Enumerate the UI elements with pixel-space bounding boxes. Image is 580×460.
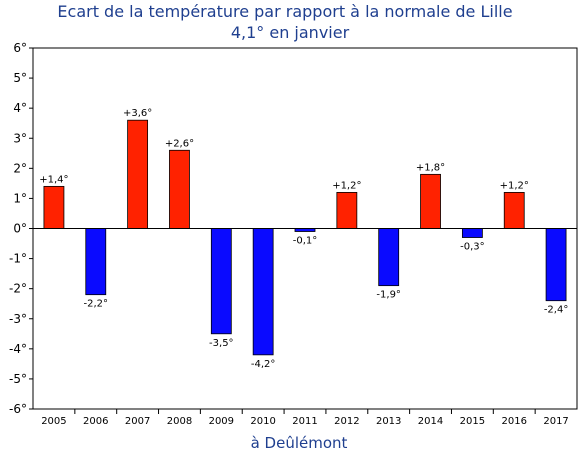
y-tick-label: -6° <box>9 402 27 416</box>
y-tick-label: 1° <box>13 191 27 205</box>
data-label: +3,6° <box>123 108 152 119</box>
bar-2013 <box>378 228 400 287</box>
x-tick-label: 2016 <box>502 416 527 427</box>
y-tick-label: 5° <box>13 71 27 85</box>
y-tick-label: 2° <box>13 161 27 175</box>
data-label: -3,5° <box>209 338 234 349</box>
x-tick-label: 2017 <box>543 416 568 427</box>
x-tick-label: 2005 <box>41 416 66 427</box>
data-label: +1,8° <box>416 162 445 173</box>
bar-2007 <box>127 119 149 229</box>
y-tick-label: 6° <box>13 41 27 55</box>
x-tick-label: 2010 <box>250 416 275 427</box>
data-label: -4,2° <box>251 359 276 370</box>
x-tick-label: 2014 <box>418 416 443 427</box>
x-axis-title: à Deûlémont <box>251 434 348 452</box>
data-label: +1,4° <box>39 174 68 185</box>
y-tick-label: -1° <box>9 252 27 266</box>
chart-subtitle: 4,1° en janvier <box>231 23 350 42</box>
x-tick-label: 2012 <box>334 416 359 427</box>
data-label: -1,9° <box>376 290 401 301</box>
data-label: +1,2° <box>500 180 529 191</box>
bar-2006 <box>85 228 107 296</box>
bar-2005 <box>43 185 65 229</box>
bar-2014 <box>420 173 441 229</box>
data-label: +2,6° <box>165 138 194 149</box>
x-tick-label: 2015 <box>460 416 485 427</box>
data-label: -2,4° <box>544 305 569 316</box>
data-label: -0,1° <box>293 236 318 247</box>
x-tick-label: 2006 <box>83 416 108 427</box>
data-label: +1,2° <box>332 180 361 191</box>
bar-2017 <box>545 228 567 302</box>
plot-area: 6° 5° 4° 3° 2° 1° 0° -1° -2° -3° -4° -5° -6° 2005 +1,4… <box>9 41 578 427</box>
data-label: -0,3° <box>460 242 485 253</box>
y-tick-label: 4° <box>13 101 27 115</box>
y-tick-label: 0° <box>13 222 27 236</box>
y-tick-label: -2° <box>9 282 27 296</box>
bar-2008 <box>169 149 190 229</box>
y-tick-label: 3° <box>13 131 27 145</box>
y-tick-label: -4° <box>9 342 27 356</box>
bar-2016 <box>503 191 525 229</box>
y-tick-label: -5° <box>9 372 27 386</box>
x-tick-label: 2011 <box>292 416 317 427</box>
x-tick-label: 2008 <box>167 416 192 427</box>
bar-2010 <box>252 228 274 356</box>
x-tick-label: 2009 <box>209 416 234 427</box>
chart-title: Ecart de la température par rapport à la… <box>57 2 512 21</box>
bar-2009 <box>210 228 232 335</box>
x-tick-label: 2007 <box>125 416 150 427</box>
y-tick-label: -3° <box>9 312 27 326</box>
bar-2015 <box>461 228 483 238</box>
x-tick-label: 2013 <box>376 416 401 427</box>
bar-2012 <box>336 191 358 229</box>
data-label: -2,2° <box>84 299 109 310</box>
